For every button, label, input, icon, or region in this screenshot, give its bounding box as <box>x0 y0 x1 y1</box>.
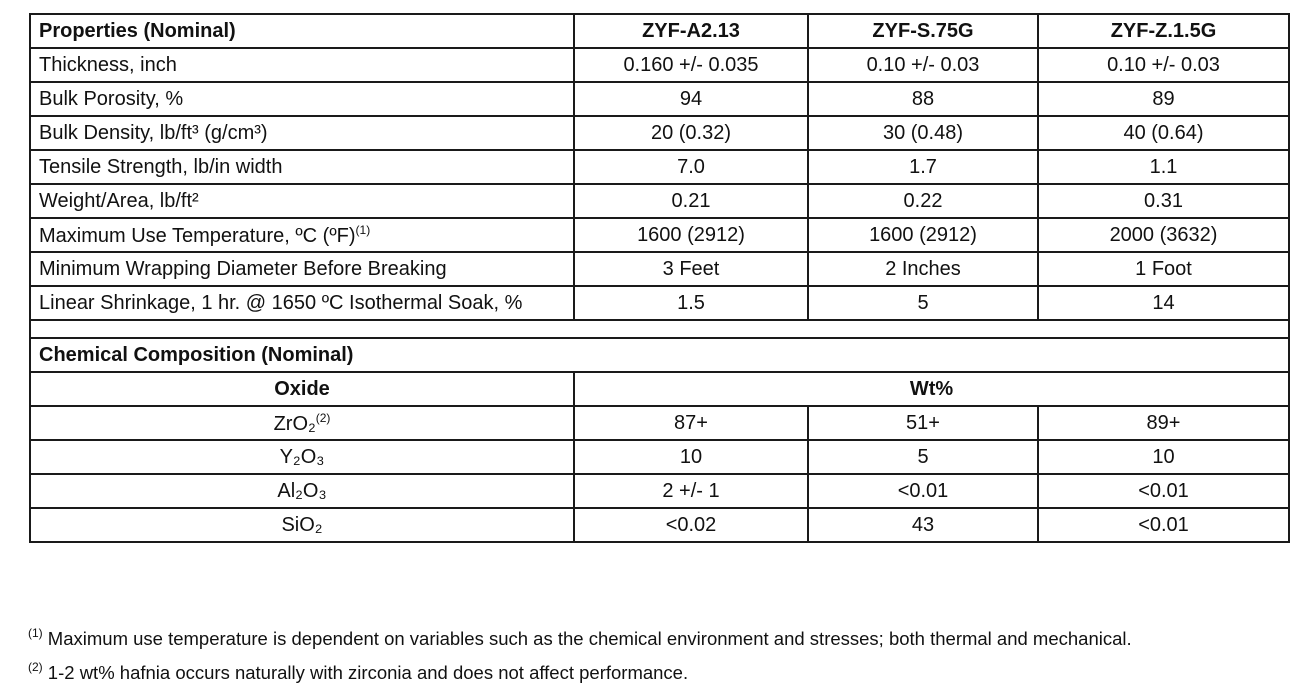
cell: <0.01 <box>1037 507 1290 543</box>
cell: 1.1 <box>1037 149 1290 185</box>
label-text: Bulk Porosity, % <box>39 87 184 110</box>
footnote-text: 1-2 wt% hafnia occurs naturally with zir… <box>42 662 689 683</box>
oxide: SiO₂ <box>281 513 323 536</box>
cell: 7.0 <box>573 149 809 185</box>
note-mark: (2) <box>315 410 331 425</box>
row-label: Tensile Strength, lb/in width <box>29 149 575 185</box>
oxide: Y₂O₃ <box>279 445 325 468</box>
cell: 1.7 <box>807 149 1039 185</box>
label-text: Maximum Use Temperature, ºC (ºF) <box>39 224 356 247</box>
table-row: Tensile Strength, lb/in width 7.0 1.7 1.1 <box>29 149 1290 185</box>
cell: 10 <box>1037 439 1290 475</box>
row-label: Maximum Use Temperature, ºC (ºF)(1) <box>29 217 575 253</box>
cell: 43 <box>807 507 1039 543</box>
table-row: Linear Shrinkage, 1 hr. @ 1650 ºC Isothe… <box>29 285 1290 321</box>
header-cell: Properties (Nominal) <box>29 13 575 49</box>
cell: 1600 (2912) <box>807 217 1039 253</box>
cell: 1 Foot <box>1037 251 1290 287</box>
footnote: (2) 1-2 wt% hafnia occurs naturally with… <box>28 660 688 684</box>
header-cell: Oxide <box>29 371 575 407</box>
oxide-cell: Y₂O₃ <box>29 439 575 475</box>
spacer-cell <box>29 319 1290 339</box>
row-label: Thickness, inch <box>29 47 575 83</box>
cell: 5 <box>807 439 1039 475</box>
table-row: Thickness, inch 0.160 +/- 0.035 0.10 +/- 0… <box>29 47 1290 83</box>
cell: 2000 (3632) <box>1037 217 1290 253</box>
footnote-mark: (1) <box>28 626 43 640</box>
cell: 0.10 +/- 0.03 <box>807 47 1039 83</box>
header-cell: ZYF-S.75G <box>807 13 1039 49</box>
table-row: Al₂O₃ 2 +/- 1 <0.01 <0.01 <box>29 473 1290 509</box>
label-text: Weight/Area, lb/ft² <box>39 189 199 212</box>
cell: 30 (0.48) <box>807 115 1039 151</box>
cell: 10 <box>573 439 809 475</box>
section-title-row: Chemical Composition (Nominal) <box>29 337 1290 373</box>
cell: 0.21 <box>573 183 809 219</box>
cell: 2 Inches <box>807 251 1039 287</box>
table-row: Bulk Density, lb/ft³ (g/cm³) 20 (0.32) 30 … <box>29 115 1290 151</box>
properties-table: Properties (Nominal) ZYF-A2.13 ZYF-S.75G ZY… <box>29 13 1290 543</box>
table-row: ZrO₂(2) 87+ 51+ 89+ <box>29 405 1290 441</box>
cell: 3 Feet <box>573 251 809 287</box>
cell: 40 (0.64) <box>1037 115 1290 151</box>
cell: 0.31 <box>1037 183 1290 219</box>
table-row: SiO₂ <0.02 43 <0.01 <box>29 507 1290 543</box>
cell: 87+ <box>573 405 809 441</box>
label-text: Minimum Wrapping Diameter Before Breakin… <box>39 257 447 280</box>
cell: 0.22 <box>807 183 1039 219</box>
header-cell: ZYF-Z.1.5G <box>1037 13 1290 49</box>
row-label: Weight/Area, lb/ft² <box>29 183 575 219</box>
table-row: Y₂O₃ 10 5 10 <box>29 439 1290 475</box>
cell: <0.01 <box>1037 473 1290 509</box>
cell: <0.01 <box>807 473 1039 509</box>
table-row: Weight/Area, lb/ft² 0.21 0.22 0.31 <box>29 183 1290 219</box>
header-row: Oxide Wt% <box>29 371 1290 407</box>
oxide: ZrO₂ <box>273 412 316 435</box>
header-cell: ZYF-A2.13 <box>573 13 809 49</box>
cell: 0.160 +/- 0.035 <box>573 47 809 83</box>
label-text: Bulk Density, lb/ft³ (g/cm³) <box>39 121 268 144</box>
cell: 89+ <box>1037 405 1290 441</box>
cell: 5 <box>807 285 1039 321</box>
cell: 94 <box>573 81 809 117</box>
table-row: Maximum Use Temperature, ºC (ºF)(1) 1600 … <box>29 217 1290 253</box>
footnote-text: Maximum use temperature is dependent on … <box>42 628 1132 649</box>
footnote: (1) Maximum use temperature is dependent… <box>28 626 1132 650</box>
label-text: Thickness, inch <box>39 53 177 76</box>
cell: 20 (0.32) <box>573 115 809 151</box>
row-label: Linear Shrinkage, 1 hr. @ 1650 ºC Isothe… <box>29 285 575 321</box>
row-label: Bulk Porosity, % <box>29 81 575 117</box>
label-text: Tensile Strength, lb/in width <box>39 155 283 178</box>
section-title: Chemical Composition (Nominal) <box>29 337 1290 373</box>
label-text: Linear Shrinkage, 1 hr. @ 1650 ºC Isothe… <box>39 291 523 314</box>
oxide: Al₂O₃ <box>277 479 327 502</box>
cell: 88 <box>807 81 1039 117</box>
cell: 1600 (2912) <box>573 217 809 253</box>
table-row: Bulk Porosity, % 94 88 89 <box>29 81 1290 117</box>
spacer-row <box>29 319 1290 339</box>
note-mark: (1) <box>355 222 371 237</box>
cell: 0.10 +/- 0.03 <box>1037 47 1290 83</box>
row-label: Bulk Density, lb/ft³ (g/cm³) <box>29 115 575 151</box>
cell: 1.5 <box>573 285 809 321</box>
oxide-cell: Al₂O₃ <box>29 473 575 509</box>
row-label: Minimum Wrapping Diameter Before Breakin… <box>29 251 575 287</box>
cell: 51+ <box>807 405 1039 441</box>
cell: 14 <box>1037 285 1290 321</box>
footnote-mark: (2) <box>28 660 43 674</box>
table-row: Minimum Wrapping Diameter Before Breakin… <box>29 251 1290 287</box>
cell: 2 +/- 1 <box>573 473 809 509</box>
oxide-cell: ZrO₂(2) <box>29 405 575 441</box>
oxide-cell: SiO₂ <box>29 507 575 543</box>
header-row: Properties (Nominal) ZYF-A2.13 ZYF-S.75G ZY… <box>29 13 1290 49</box>
cell: 89 <box>1037 81 1290 117</box>
cell: <0.02 <box>573 507 809 543</box>
header-cell: Wt% <box>573 371 1290 407</box>
